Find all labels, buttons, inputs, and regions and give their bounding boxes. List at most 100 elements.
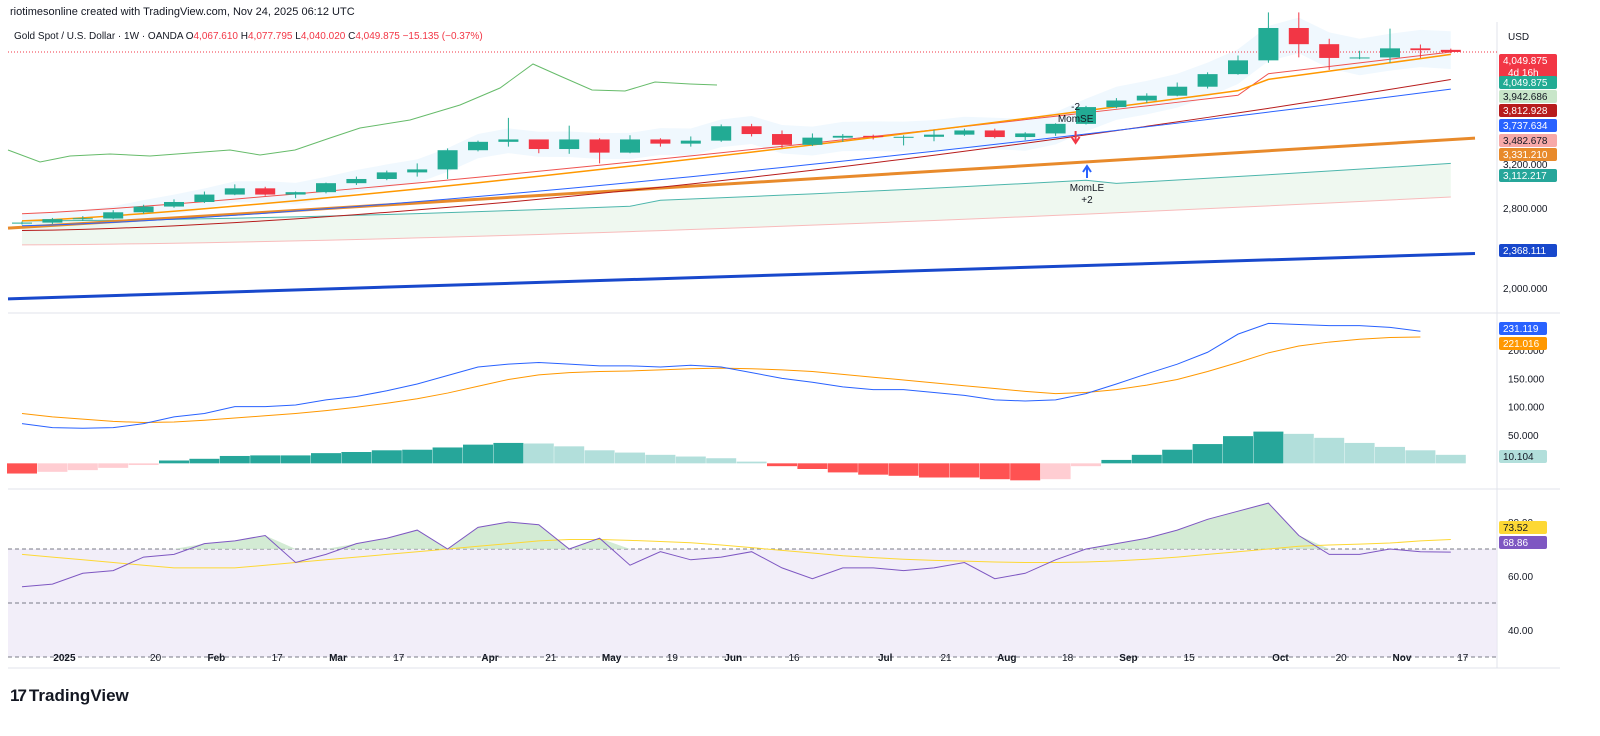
lagging-span-line: [7, 63, 718, 163]
price-label-text: 4,049.875: [1503, 56, 1548, 67]
price-label-text: 3,112.217: [1503, 171, 1547, 182]
ma-blue-line: [21, 88, 1451, 227]
macd-histogram-bar: [1375, 446, 1405, 464]
rsi-line: [21, 502, 1451, 588]
candle-body: [1167, 86, 1188, 96]
candle-body: [1319, 44, 1340, 58]
indicator-value-badge: [1499, 536, 1547, 549]
macd-histogram-bar: [432, 447, 463, 464]
ma-red-line: [21, 79, 1451, 232]
macd-histogram-bar: [827, 463, 858, 473]
macd-histogram-bar: [1101, 459, 1132, 464]
x-tick-label: 20: [150, 653, 162, 664]
candle-body: [680, 140, 701, 144]
tradingview-logo[interactable]: 17 TradingView: [10, 686, 129, 706]
candle-body: [346, 178, 367, 184]
macd-histogram-bar: [219, 455, 250, 464]
macd-histogram-bar: [1435, 454, 1466, 464]
candle-body: [437, 150, 458, 170]
x-tick-label: 16: [788, 653, 800, 664]
signal-short-label: MomSE: [1058, 114, 1094, 125]
macd-histogram-bar: [645, 454, 676, 464]
candle-body: [711, 126, 732, 141]
candle-body: [407, 169, 428, 173]
candle-body: [255, 188, 276, 195]
x-tick-label: 21: [940, 653, 952, 664]
x-tick-label: 20: [1336, 653, 1348, 664]
macd-histogram-bar: [1071, 463, 1101, 467]
candle-body: [1440, 49, 1461, 52]
y-tick-label: 50.000: [1508, 431, 1539, 442]
candle-body: [224, 188, 245, 195]
macd-histogram-bar: [949, 463, 980, 478]
macd-histogram-bar: [98, 463, 129, 468]
candle-body: [1349, 57, 1370, 59]
candle-body: [285, 192, 306, 195]
x-tick-label: 15: [1184, 653, 1196, 664]
macd-histogram-bar: [1253, 431, 1284, 464]
price-label-text: 4,049.875: [1503, 78, 1548, 89]
ichimoku-cloud-fill: [22, 163, 1451, 245]
x-tick-label: 2025: [53, 653, 76, 664]
x-tick-label: 18: [1062, 653, 1074, 664]
macd-histogram-bar: [919, 463, 949, 478]
macd-histogram-bar: [250, 455, 281, 464]
signal-short-count: -2: [1071, 102, 1080, 113]
price-label-badge: [1499, 54, 1557, 80]
price-label-text: 2,368.111: [1503, 246, 1546, 257]
macd-histogram-bar: [554, 446, 585, 464]
macd-histogram-bar: [159, 460, 189, 464]
macd-histogram-bar: [1344, 442, 1375, 464]
ma-orange-line: [21, 53, 1451, 222]
candle-body: [103, 212, 124, 219]
x-tick-label: Aug: [997, 653, 1016, 664]
cloud-lower-line: [21, 196, 1451, 246]
candle-body: [589, 139, 610, 153]
x-tick-label: 17: [272, 653, 284, 664]
x-tick-label: 19: [667, 653, 679, 664]
x-tick-label: Jun: [724, 653, 742, 664]
macd-histogram-bar: [1405, 450, 1436, 464]
low-label: L: [295, 31, 301, 42]
candle-body: [559, 139, 580, 150]
macd-histogram-bar: [767, 463, 797, 467]
upper-band-line: [21, 51, 1451, 215]
candle-body: [954, 130, 975, 135]
ma-100-line: [7, 136, 1476, 230]
macd-histogram-bar: [1223, 436, 1253, 464]
indicator-value-text: 10.104: [1503, 452, 1534, 463]
macd-histogram-bar: [1010, 463, 1041, 481]
price-label-text: 3,942.686: [1503, 92, 1548, 103]
price-label-text: 3,737.634: [1503, 121, 1548, 132]
x-tick-label: 17: [1457, 653, 1469, 664]
candle-body: [1258, 27, 1279, 61]
high-value: 4,077.795: [248, 31, 295, 42]
candle-body: [620, 139, 640, 153]
candle-body: [1136, 95, 1157, 101]
macd-histogram-bar: [311, 453, 341, 464]
low-value: 4,040.020: [301, 31, 348, 42]
candle-body: [650, 139, 671, 144]
price-label-badge: [1499, 76, 1557, 89]
macd-histogram-bar: [706, 458, 737, 464]
ma-200-line: [7, 252, 1476, 301]
candle-body: [194, 194, 215, 202]
close-value: 4,049.875: [355, 31, 402, 42]
y-tick-label: 40.00: [1508, 626, 1533, 637]
macd-histogram-bar: [189, 458, 220, 464]
macd-histogram-bar: [128, 463, 159, 466]
candle-body: [1076, 107, 1096, 124]
candle-body: [468, 141, 488, 151]
y-tick-label: 200.000: [1508, 346, 1545, 357]
macd-histogram-bar: [584, 450, 615, 464]
x-tick-label: Mar: [329, 653, 347, 664]
countdown-label: 4d 16h: [1508, 68, 1539, 79]
macd-histogram-bar: [523, 443, 554, 464]
sell-arrow-icon: [1070, 131, 1081, 145]
candle-body: [1380, 48, 1400, 58]
signal-long-label: MomLE: [1070, 183, 1105, 194]
ohlc-legend: Gold Spot / U.S. Dollar · 1W · OANDA O4,…: [14, 31, 483, 42]
indicator-value-badge: [1499, 521, 1547, 534]
rsi-ma-line: [21, 538, 1451, 569]
